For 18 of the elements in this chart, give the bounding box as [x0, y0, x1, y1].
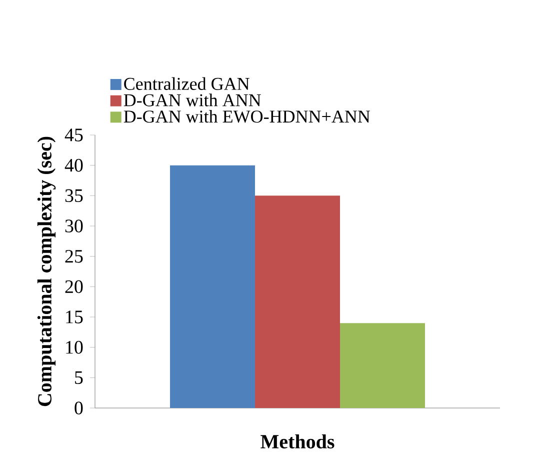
- y-tick-label: 10: [66, 340, 83, 354]
- bar: [340, 323, 426, 408]
- y-tick-label: 45: [64, 128, 83, 142]
- y-tick-label: 35: [65, 189, 83, 202]
- y-tick-label: 0: [74, 402, 83, 414]
- y-tick-label: 20: [65, 280, 83, 294]
- legend-label: Centralized GAN: [124, 77, 250, 90]
- x-axis-title: Methods: [260, 434, 334, 448]
- y-axis-title: Computational complexity (sec): [37, 136, 56, 406]
- y-tick-label: 15: [66, 310, 83, 324]
- legend-label: D-GAN with ANN: [124, 94, 261, 106]
- y-tick-label: 5: [75, 371, 83, 384]
- y-tick-label: 40: [64, 158, 83, 172]
- bar: [255, 196, 340, 408]
- legend-label: D-GAN with EWO-HDNN+ANN: [124, 110, 370, 123]
- y-tick-label: 30: [65, 220, 83, 232]
- bar: [170, 165, 255, 408]
- y-tick-label: 25: [65, 250, 83, 263]
